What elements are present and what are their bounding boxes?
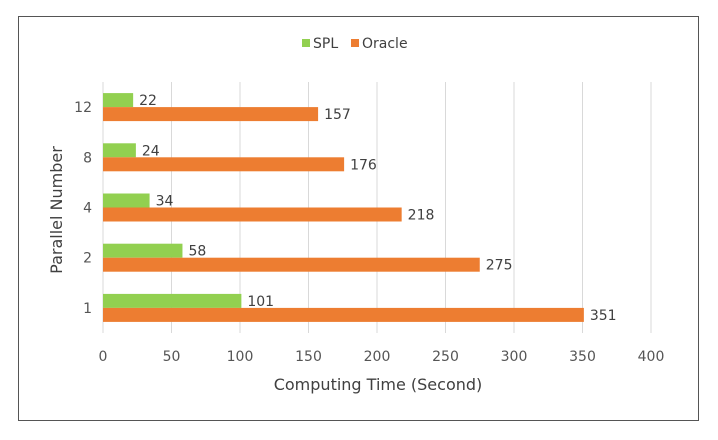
y-tick-label: 4	[83, 201, 92, 217]
x-tick-label: 300	[501, 349, 528, 365]
legend-swatch-oracle	[351, 39, 359, 47]
bar-spl-1	[103, 293, 242, 308]
data-label-oracle-1: 351	[590, 308, 617, 324]
legend: SPL Oracle	[302, 36, 408, 52]
x-tick-label: 100	[227, 349, 254, 365]
x-tick-labels: 0 50 100 150 200 250 300 350 400	[99, 349, 665, 365]
data-labels: 101 351 58 275 34 218 24 176 22 157	[139, 93, 616, 324]
data-label-spl-2: 58	[188, 244, 206, 260]
legend-label-oracle: Oracle	[362, 36, 408, 52]
bar-spl-2	[103, 243, 183, 258]
data-label-spl-8: 24	[142, 143, 160, 159]
y-axis-title: Parallel Number	[47, 146, 66, 274]
data-label-spl-4: 34	[156, 194, 174, 210]
y-tick-label: 1	[83, 301, 92, 317]
bars	[103, 93, 584, 322]
bar-spl-4	[103, 193, 150, 208]
bar-oracle-2	[103, 257, 480, 272]
x-tick-label: 350	[569, 349, 596, 365]
bar-spl-8	[103, 143, 136, 158]
x-tick-label: 150	[295, 349, 322, 365]
y-tick-label: 2	[83, 251, 92, 267]
data-label-oracle-4: 218	[408, 208, 435, 224]
x-tick-label: 250	[432, 349, 459, 365]
x-tick-label: 50	[163, 349, 181, 365]
bar-oracle-12	[103, 107, 319, 122]
data-label-spl-1: 101	[247, 294, 274, 310]
bar-oracle-8	[103, 157, 345, 172]
bar-spl-12	[103, 93, 134, 108]
y-tick-label: 12	[74, 100, 92, 116]
x-tick-label: 0	[99, 349, 108, 365]
data-label-oracle-8: 176	[350, 157, 377, 173]
data-label-spl-12: 22	[139, 93, 157, 109]
legend-swatch-spl	[302, 39, 310, 47]
data-label-oracle-2: 275	[486, 258, 513, 274]
x-tick-label: 400	[638, 349, 665, 365]
data-label-oracle-12: 157	[324, 107, 351, 123]
legend-label-spl: SPL	[313, 36, 338, 52]
y-tick-label: 8	[83, 150, 92, 166]
x-axis-title: Computing Time (Second)	[274, 375, 483, 394]
bar-oracle-4	[103, 207, 402, 222]
bar-oracle-1	[103, 307, 584, 322]
x-tick-label: 200	[364, 349, 391, 365]
